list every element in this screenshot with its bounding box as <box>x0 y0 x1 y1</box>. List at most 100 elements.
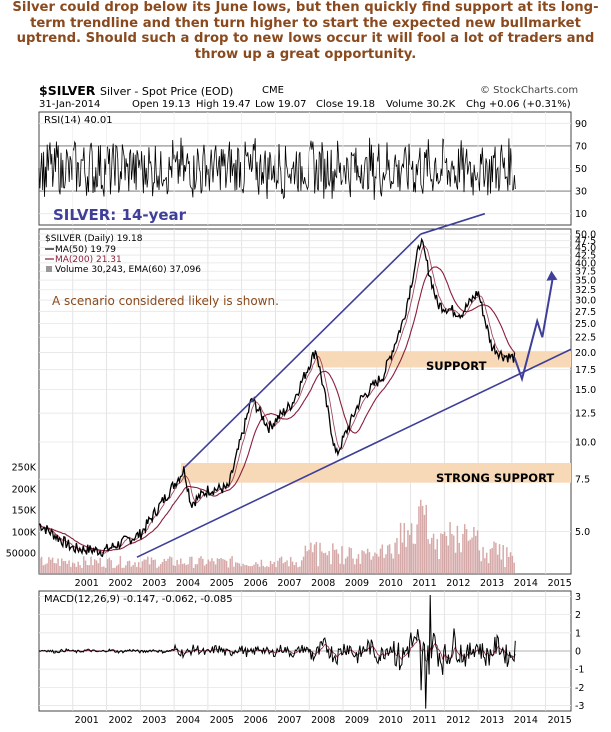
x-tick-label: 2001 <box>75 578 99 589</box>
volume-bar <box>99 557 101 574</box>
price-tick-label: 10.0 <box>575 438 596 449</box>
volume-bar <box>60 558 63 574</box>
volume-bar <box>46 563 48 574</box>
price-legend-volume: Volume 30,243, EMA(60) 37,096 <box>55 265 201 275</box>
price-legend-symbol: $SILVER (Daily) 19.18 <box>45 234 143 244</box>
volume-bar <box>214 564 217 574</box>
volume-bar <box>416 524 418 574</box>
volume-bar <box>418 506 420 574</box>
volume-bar <box>213 561 215 574</box>
volume-bar <box>187 564 189 574</box>
volume-bar <box>509 552 512 574</box>
volume-bar <box>229 558 232 574</box>
macd-legend: MACD(12,26,9) -0.147, -0.062, -0.085 <box>44 594 233 605</box>
volume-bar <box>77 561 79 574</box>
volume-bar <box>236 562 239 574</box>
macd-tick-label: 2 <box>575 610 581 621</box>
volume-bar <box>363 551 365 574</box>
volume-bar <box>196 564 199 574</box>
volume-bar <box>202 558 204 574</box>
x-tick-label: 2004 <box>176 578 200 589</box>
volume-tick-label: 50000 <box>6 549 36 560</box>
volume-bar <box>150 557 153 574</box>
x-tick-label: 2014 <box>514 715 538 726</box>
volume-bar <box>469 539 471 574</box>
volume-tick-label: 250K <box>12 463 37 474</box>
volume-bar <box>170 557 173 574</box>
volume-bar <box>495 542 497 574</box>
rsi-legend: RSI(14) 40.01 <box>44 115 113 126</box>
volume-bar <box>465 529 468 574</box>
x-tick-label: 2015 <box>548 715 572 726</box>
volume-bar <box>436 539 438 574</box>
volume-bar <box>70 566 72 574</box>
quote-low: Low 19.07 <box>255 99 307 110</box>
volume-bar <box>222 559 224 574</box>
volume-bar <box>240 566 242 574</box>
volume-bar <box>498 544 501 574</box>
volume-bar <box>407 530 409 574</box>
volume-bar <box>64 560 67 574</box>
price-tick-label: 22.5 <box>575 333 596 344</box>
volume-bar <box>93 559 96 574</box>
price-tick-label: 20.0 <box>575 348 596 359</box>
volume-bar <box>132 564 134 574</box>
price-tick-label: 25.0 <box>575 319 596 330</box>
volume-bar <box>284 561 286 574</box>
volume-bar <box>158 566 160 574</box>
volume-bar <box>86 565 89 574</box>
volume-bar <box>207 559 210 574</box>
x-tick-label: 2005 <box>210 715 234 726</box>
x-tick-label: 2006 <box>244 578 268 589</box>
volume-bar <box>502 545 504 574</box>
volume-bar <box>84 560 87 574</box>
volume-bar <box>225 560 228 574</box>
volume-bar <box>82 556 85 574</box>
volume-tick-label: 150K <box>12 506 37 517</box>
volume-bar <box>500 559 503 574</box>
volume-bar <box>253 564 255 574</box>
price-legend-ma200: MA(200) 21.31 <box>55 255 122 265</box>
volume-bar <box>368 552 371 574</box>
volume-bar <box>383 557 385 574</box>
volume-bar <box>282 563 285 574</box>
volume-bar <box>405 546 407 574</box>
volume-bar <box>441 534 444 574</box>
price-line <box>39 237 516 558</box>
price-tick-label: 17.5 <box>575 365 596 376</box>
rsi-tick-label: 70 <box>575 141 587 152</box>
volume-bar <box>220 557 222 574</box>
volume-bar <box>218 558 221 574</box>
volume-bar <box>68 560 70 574</box>
macd-tick-label: -3 <box>575 701 584 712</box>
volume-axis: 250K 200K 150K 100K 50000 <box>6 463 37 560</box>
x-tick-label: 2008 <box>311 578 335 589</box>
volume-bar <box>185 565 188 574</box>
volume-bar <box>49 559 52 574</box>
volume-bar <box>484 558 486 574</box>
volume-bar <box>73 563 76 574</box>
volume-bar <box>280 556 283 574</box>
upper-trendline <box>183 233 422 469</box>
volume-bar <box>324 552 327 574</box>
volume-bar <box>460 552 462 574</box>
volume-bar <box>476 530 479 574</box>
volume-bar <box>410 523 413 574</box>
volume-bar <box>256 563 259 574</box>
volume-bar <box>372 556 374 574</box>
volume-bar <box>227 567 230 574</box>
volume-bar <box>412 543 415 574</box>
volume-bar <box>420 499 422 574</box>
volume-bar <box>251 565 253 574</box>
x-tick-label: 2002 <box>108 578 132 589</box>
stockcharts-brand[interactable]: © StockCharts.com <box>480 85 579 96</box>
volume-bar <box>390 553 393 574</box>
x-axis-price: 2001 2002 2003 2004 2005 2006 2007 2008 2009 2010… <box>75 578 572 589</box>
price-tick-label: 42.5 <box>575 251 596 262</box>
volume-bar <box>71 562 74 574</box>
volume-bar <box>189 556 191 574</box>
support-label: SUPPORT <box>426 359 487 373</box>
volume-bar <box>88 565 90 574</box>
volume-bar <box>506 547 508 574</box>
